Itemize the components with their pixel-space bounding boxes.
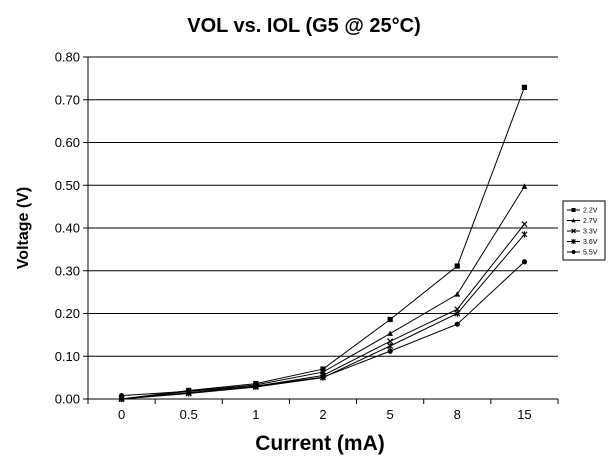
y-tick-label: 0.30 [55, 263, 80, 278]
y-tick-label: 0.70 [55, 92, 80, 107]
legend-item: 5.5V [567, 250, 598, 257]
data-point-3-3v [387, 338, 394, 345]
legend-label: 3.3V [583, 229, 598, 236]
data-point-3-6v [454, 310, 461, 317]
data-point-3-6v [387, 342, 394, 350]
x-tick-label: 5 [387, 407, 394, 422]
data-point-2-7v [521, 183, 528, 189]
data-point-2-7v [387, 330, 394, 336]
y-tick-label: 0.40 [55, 221, 80, 236]
legend-item: 3.3V [567, 229, 598, 236]
data-point-2-2v [521, 84, 528, 90]
legend-marker [571, 228, 576, 234]
y-tick-label: 0.20 [55, 306, 80, 321]
legend-item: 2.7V [567, 218, 598, 225]
data-point-2-7v [320, 368, 326, 375]
legend-label: 2.2V [583, 208, 598, 215]
data-point-5-5v [186, 388, 192, 394]
data-point-3-3v [521, 221, 528, 228]
series-lines [118, 84, 528, 403]
plot-area [87, 56, 558, 400]
y-tick-label: 0.60 [55, 135, 80, 150]
chart-title: VOL vs. IOL (G5 @ 25°C) [187, 15, 421, 37]
data-point-5-5v [118, 392, 125, 399]
x-ticks: 0 0.5 1 2 5 8 15 [87, 399, 559, 422]
x-tick-label: 8 [454, 407, 461, 422]
x-tick-label: 0.5 [180, 407, 198, 422]
legend-marker [571, 250, 576, 254]
y-tick-label: 0.10 [55, 349, 80, 364]
series-line-2-2v [121, 87, 525, 400]
x-tick-label: 1 [252, 407, 259, 422]
y-tick-label: 0.80 [55, 50, 80, 65]
data-point-5-5v [521, 259, 528, 265]
data-point-2-7v [454, 291, 461, 297]
legend: 2.2V 2.7V 3.3V 3.6V 5.5V [562, 200, 606, 261]
x-tick-label: 15 [517, 407, 531, 422]
data-point-3-6v [521, 231, 528, 238]
legend-marker [571, 218, 576, 223]
x-tick-label: 2 [319, 407, 326, 422]
data-point-5-5v [253, 383, 259, 389]
y-ticks: 0.00 0.10 0.20 0.30 0.40 0.50 0.60 0.70 0.80 [55, 50, 88, 407]
data-point-2-2v [387, 316, 393, 323]
y-axis-label: Voltage (V) [15, 187, 32, 269]
y-tick-label: 0.50 [55, 178, 80, 193]
data-point-5-5v [387, 348, 393, 354]
legend-marker [571, 208, 576, 212]
legend-item: 3.6V [567, 239, 598, 246]
legend-marker [571, 239, 576, 244]
data-point-5-5v [454, 321, 460, 327]
legend-label: 3.6V [583, 239, 598, 246]
x-tick-label: 0 [118, 407, 125, 422]
y-tick-label: 0.00 [55, 392, 80, 407]
legend-item: 2.2V [567, 208, 598, 215]
legend-label: 2.7V [583, 218, 598, 225]
data-point-2-2v [454, 263, 460, 269]
x-axis-label: Current (mA) [255, 432, 385, 455]
data-point-5-5v [320, 374, 326, 380]
legend-label: 5.5V [583, 250, 598, 257]
